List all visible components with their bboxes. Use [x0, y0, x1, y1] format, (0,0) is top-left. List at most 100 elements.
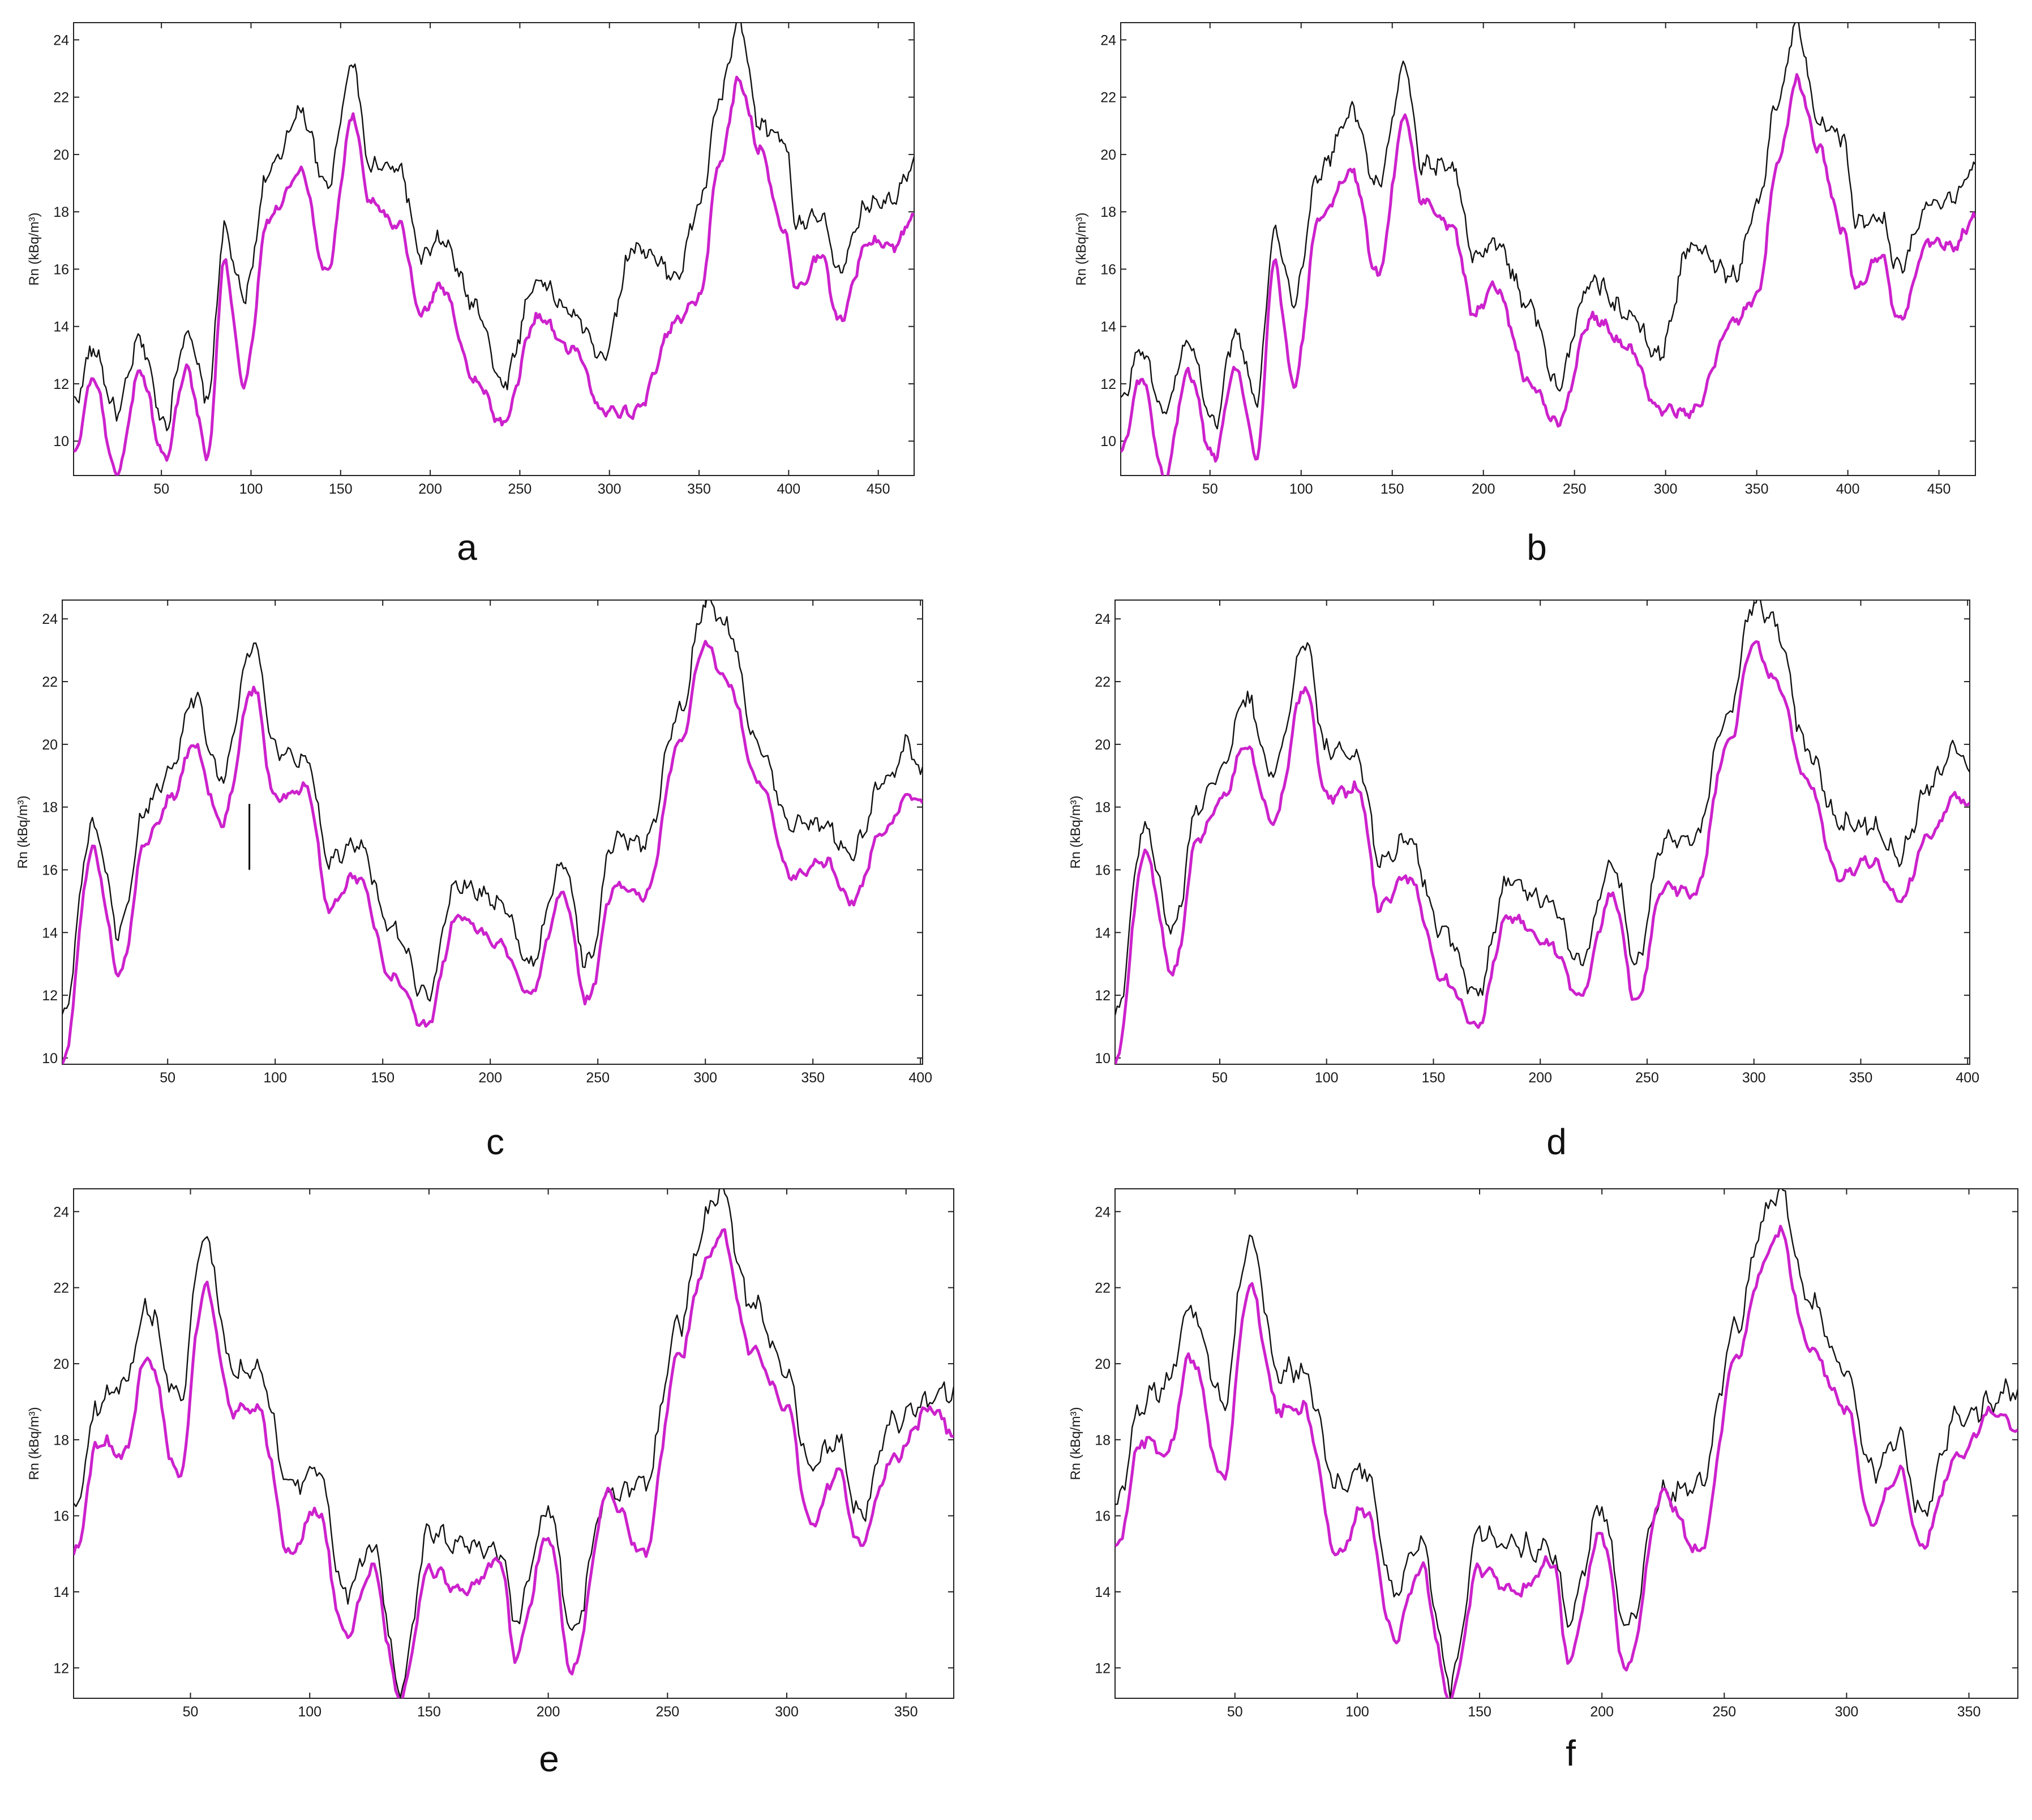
y-tick-label: 12 — [1100, 376, 1116, 392]
y-tick-label: 16 — [1100, 262, 1116, 277]
x-tick-label: 250 — [1635, 1070, 1659, 1086]
x-tick-label: 100 — [298, 1704, 321, 1720]
model-series-line — [74, 1228, 954, 1698]
observed-series-line — [1121, 23, 1975, 430]
y-tick-label: 22 — [42, 674, 58, 690]
x-tick-label: 50 — [1212, 1070, 1228, 1086]
chart-panel-f: 12 14 16 18 20 22 24 50 100 150 200 250 300 350 Rn (kB… — [1047, 1172, 2032, 1720]
y-tick-label: 12 — [1095, 988, 1111, 1004]
y-tick-label: 22 — [53, 1281, 69, 1296]
panel-label-a: a — [457, 527, 477, 568]
chart-f: 12 14 16 18 20 22 24 50 100 150 200 250 300 350 Rn (kB… — [1068, 1188, 2018, 1720]
x-tick-label: 350 — [1849, 1070, 1873, 1086]
y-tick-label: 16 — [53, 262, 69, 277]
x-tick-label: 350 — [801, 1070, 825, 1086]
x-tick-label: 150 — [417, 1704, 441, 1720]
x-tick-label: 150 — [371, 1070, 395, 1086]
x-tick-label: 250 — [655, 1704, 679, 1720]
x-tick-label: 250 — [1712, 1704, 1736, 1720]
y-tick-label: 14 — [1095, 925, 1111, 941]
y-tick-label: 24 — [42, 611, 58, 627]
plot-frame — [1114, 599, 1970, 1065]
model-series-line — [1121, 73, 1975, 476]
panel-label-e: e — [539, 1738, 559, 1779]
y-tick-label: 10 — [42, 1051, 58, 1067]
y-tick-label: 22 — [1100, 90, 1116, 106]
y-tick-label: 18 — [42, 800, 58, 816]
model-series-line — [74, 75, 914, 476]
y-tick-label: 12 — [1095, 1660, 1111, 1676]
y-tick-label: 16 — [42, 862, 58, 878]
chart-d: 10 12 14 16 18 20 22 24 50 100 150 200 250 300 350 400 R… — [1068, 599, 1979, 1086]
y-tick-label: 22 — [1095, 1281, 1111, 1296]
x-tick-label: 200 — [1528, 1070, 1552, 1086]
chart-panel-b: 10 12 14 16 18 20 22 24 50 100 150 200 250 300 350 400 4… — [1047, 0, 2032, 498]
model-series-line — [1115, 640, 1970, 1064]
y-tick-label: 20 — [53, 1356, 69, 1372]
x-tick-label: 300 — [598, 481, 621, 497]
x-tick-label: 100 — [1289, 481, 1313, 497]
y-tick-label: 16 — [1095, 1509, 1111, 1524]
x-tick-label: 400 — [777, 481, 800, 497]
chart-panel-c: 10 12 14 16 18 20 22 24 50 100 150 200 250 300 350 400 R… — [0, 577, 962, 1087]
x-tick-label: 200 — [418, 481, 442, 497]
y-tick-label: 14 — [53, 1585, 69, 1600]
y-tick-label: 12 — [53, 376, 69, 392]
chart-a: 10 12 14 16 18 20 22 24 50 100 150 200 250 300 350 400 4… — [27, 22, 915, 497]
y-axis-label: Rn (kBq/m³) — [1074, 212, 1089, 285]
y-axis-label: Rn (kBq/m³) — [27, 1407, 42, 1480]
x-tick-label: 400 — [1956, 1070, 1979, 1086]
observed-series-line — [1115, 1189, 2018, 1698]
panel-label-f: f — [1566, 1733, 1576, 1774]
y-tick-label: 24 — [1100, 32, 1116, 48]
x-tick-label: 350 — [687, 481, 711, 497]
y-axis-label: Rn (kBq/m³) — [1068, 1407, 1083, 1480]
x-tick-label: 50 — [183, 1704, 199, 1720]
plot-frame — [73, 1188, 954, 1699]
y-tick-label: 18 — [53, 1432, 69, 1448]
y-tick-label: 16 — [53, 1509, 69, 1524]
x-tick-label: 300 — [693, 1070, 717, 1086]
x-tick-label: 200 — [1472, 481, 1495, 497]
model-series-line — [1115, 1224, 2018, 1698]
y-tick-label: 10 — [1095, 1051, 1111, 1067]
observed-series-line — [74, 1189, 954, 1698]
chart-c: 10 12 14 16 18 20 22 24 50 100 150 200 250 300 350 400 R… — [15, 599, 932, 1086]
y-tick-label: 18 — [53, 204, 69, 220]
panel-label-b: b — [1527, 527, 1547, 568]
x-tick-label: 400 — [908, 1070, 932, 1086]
x-tick-label: 300 — [1742, 1070, 1766, 1086]
plot-frame — [1114, 1188, 2018, 1699]
x-tick-label: 50 — [1227, 1704, 1243, 1720]
y-tick-label: 22 — [1095, 674, 1111, 690]
observed-series-line — [1115, 600, 1970, 1016]
x-tick-label: 250 — [1563, 481, 1587, 497]
y-tick-label: 14 — [53, 319, 69, 335]
y-tick-label: 20 — [53, 147, 69, 163]
x-tick-label: 50 — [153, 481, 169, 497]
y-tick-label: 24 — [53, 32, 69, 48]
y-tick-label: 14 — [1095, 1585, 1111, 1600]
x-tick-label: 100 — [1315, 1070, 1339, 1086]
panel-label-c: c — [486, 1121, 504, 1162]
x-tick-label: 50 — [1202, 481, 1218, 497]
chart-e: 12 14 16 18 20 22 24 50 100 150 200 250 300 350 Rn (kB… — [27, 1188, 954, 1720]
y-tick-label: 10 — [53, 434, 69, 449]
y-tick-label: 18 — [1100, 204, 1116, 220]
panel-label-d: d — [1546, 1121, 1567, 1162]
y-tick-label: 24 — [53, 1204, 69, 1220]
y-tick-label: 18 — [1095, 1432, 1111, 1448]
x-tick-label: 150 — [1381, 481, 1404, 497]
chart-panel-e: 12 14 16 18 20 22 24 50 100 150 200 250 300 350 Rn (kB… — [0, 1172, 962, 1720]
y-tick-label: 20 — [1095, 1356, 1111, 1372]
x-tick-label: 350 — [1745, 481, 1769, 497]
x-tick-label: 200 — [1590, 1704, 1614, 1720]
y-tick-label: 24 — [1095, 611, 1111, 627]
x-tick-label: 200 — [478, 1070, 502, 1086]
x-tick-label: 450 — [867, 481, 890, 497]
y-tick-label: 12 — [42, 988, 58, 1004]
x-tick-label: 350 — [1957, 1704, 1981, 1720]
y-tick-label: 22 — [53, 90, 69, 106]
x-tick-label: 50 — [160, 1070, 175, 1086]
y-tick-label: 18 — [1095, 800, 1111, 816]
